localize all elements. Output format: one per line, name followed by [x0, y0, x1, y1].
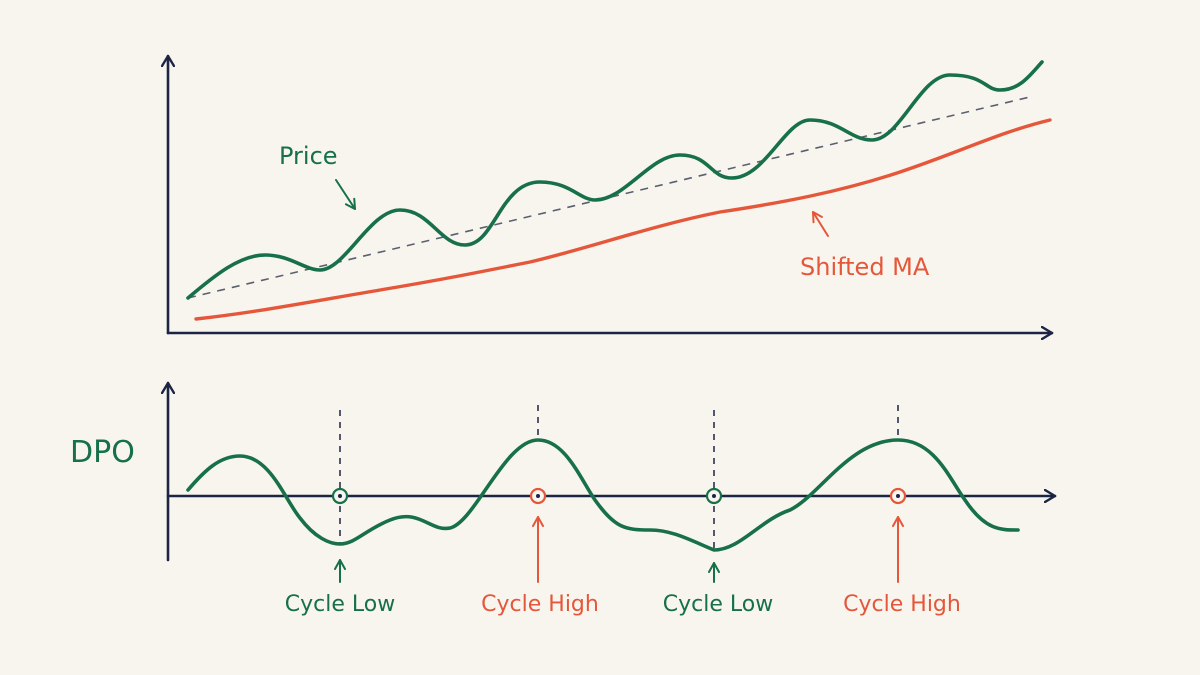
cycle-low-label: Cycle Low — [285, 592, 395, 617]
dpo-panel: DPO Cycle Low — [70, 381, 1057, 617]
price-label: Price — [279, 142, 338, 170]
cycle-high-label: Cycle High — [843, 592, 961, 617]
dpo-label: DPO — [70, 435, 135, 470]
cycle-high-marker — [529, 487, 547, 505]
cycle-high-marker — [889, 487, 907, 505]
shifted-ma-label: Shifted MA — [800, 253, 930, 281]
price-panel: Price Shifted MA — [168, 54, 1054, 333]
cycle-low-marker — [331, 487, 349, 505]
dpo-line — [186, 438, 1020, 552]
cycle-low-label: Cycle Low — [663, 592, 773, 617]
shifted-ma-line — [194, 118, 1052, 321]
price-label-arrow — [335, 179, 356, 210]
cycle-high-label: Cycle High — [481, 592, 599, 617]
shifted-ma-label-arrow — [812, 211, 829, 237]
price-line — [186, 60, 1044, 300]
cycle-low-marker — [705, 487, 723, 505]
